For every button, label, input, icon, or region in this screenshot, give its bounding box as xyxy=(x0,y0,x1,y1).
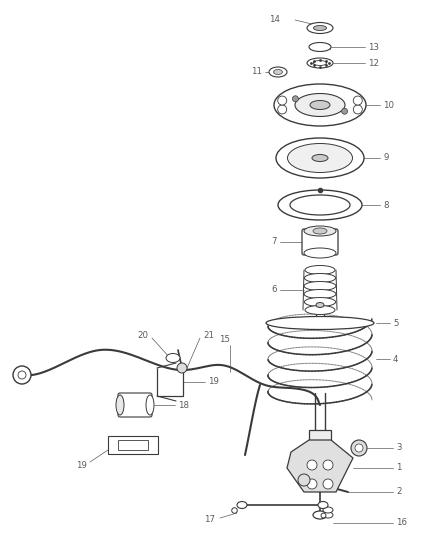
Ellipse shape xyxy=(305,265,335,274)
Ellipse shape xyxy=(313,228,327,234)
Ellipse shape xyxy=(295,93,345,117)
Text: 15: 15 xyxy=(219,335,230,344)
Circle shape xyxy=(307,479,317,489)
Ellipse shape xyxy=(166,353,180,362)
Ellipse shape xyxy=(274,84,366,126)
Text: 1: 1 xyxy=(396,464,402,472)
Ellipse shape xyxy=(312,155,328,161)
Text: 4: 4 xyxy=(393,354,399,364)
Circle shape xyxy=(355,444,363,452)
Text: 9: 9 xyxy=(383,154,389,163)
Text: 7: 7 xyxy=(272,238,277,246)
Circle shape xyxy=(323,460,333,470)
Ellipse shape xyxy=(269,67,287,77)
Ellipse shape xyxy=(310,101,330,109)
Ellipse shape xyxy=(314,26,326,30)
Circle shape xyxy=(177,363,187,373)
FancyBboxPatch shape xyxy=(118,393,152,417)
Ellipse shape xyxy=(116,395,124,415)
Circle shape xyxy=(13,366,31,384)
Ellipse shape xyxy=(307,22,333,34)
Ellipse shape xyxy=(290,195,350,215)
Ellipse shape xyxy=(266,317,374,329)
Circle shape xyxy=(353,96,362,105)
Text: 20: 20 xyxy=(137,332,148,341)
Ellipse shape xyxy=(304,273,336,282)
Text: 17: 17 xyxy=(204,515,215,524)
Text: 5: 5 xyxy=(393,319,399,327)
Circle shape xyxy=(342,108,348,114)
Ellipse shape xyxy=(276,138,364,178)
Ellipse shape xyxy=(304,281,336,290)
Ellipse shape xyxy=(313,511,327,519)
Ellipse shape xyxy=(309,43,331,52)
Text: 21: 21 xyxy=(203,332,214,341)
Ellipse shape xyxy=(314,61,326,66)
Ellipse shape xyxy=(287,143,353,173)
Text: 10: 10 xyxy=(383,101,394,109)
Text: 19: 19 xyxy=(76,461,87,470)
Ellipse shape xyxy=(304,289,336,298)
Text: 3: 3 xyxy=(396,443,402,453)
Ellipse shape xyxy=(146,395,154,415)
Text: 16: 16 xyxy=(396,518,407,527)
Ellipse shape xyxy=(305,305,335,314)
Text: 11: 11 xyxy=(251,68,262,77)
Circle shape xyxy=(351,440,367,456)
Ellipse shape xyxy=(323,512,333,518)
Ellipse shape xyxy=(304,248,336,258)
Circle shape xyxy=(278,96,287,105)
Ellipse shape xyxy=(307,58,333,68)
Circle shape xyxy=(323,479,333,489)
Bar xyxy=(309,430,331,470)
Ellipse shape xyxy=(237,502,247,508)
Text: 8: 8 xyxy=(383,200,389,209)
Ellipse shape xyxy=(316,303,324,308)
Text: 14: 14 xyxy=(269,15,280,25)
Ellipse shape xyxy=(318,502,328,508)
Ellipse shape xyxy=(278,190,362,220)
FancyBboxPatch shape xyxy=(302,229,338,255)
Circle shape xyxy=(18,371,26,379)
Text: 19: 19 xyxy=(208,377,219,386)
Text: 18: 18 xyxy=(178,400,189,409)
Circle shape xyxy=(307,460,317,470)
Text: 2: 2 xyxy=(396,488,402,497)
Ellipse shape xyxy=(304,297,336,306)
Bar xyxy=(118,440,148,450)
Ellipse shape xyxy=(304,226,336,236)
Ellipse shape xyxy=(273,69,283,75)
Circle shape xyxy=(293,96,298,102)
Text: 13: 13 xyxy=(368,43,379,52)
Circle shape xyxy=(298,474,310,486)
Circle shape xyxy=(278,105,287,114)
Polygon shape xyxy=(287,440,353,492)
Text: 6: 6 xyxy=(272,286,277,295)
Ellipse shape xyxy=(323,507,333,513)
Circle shape xyxy=(353,105,362,114)
Bar xyxy=(108,436,158,454)
Text: 12: 12 xyxy=(368,59,379,68)
